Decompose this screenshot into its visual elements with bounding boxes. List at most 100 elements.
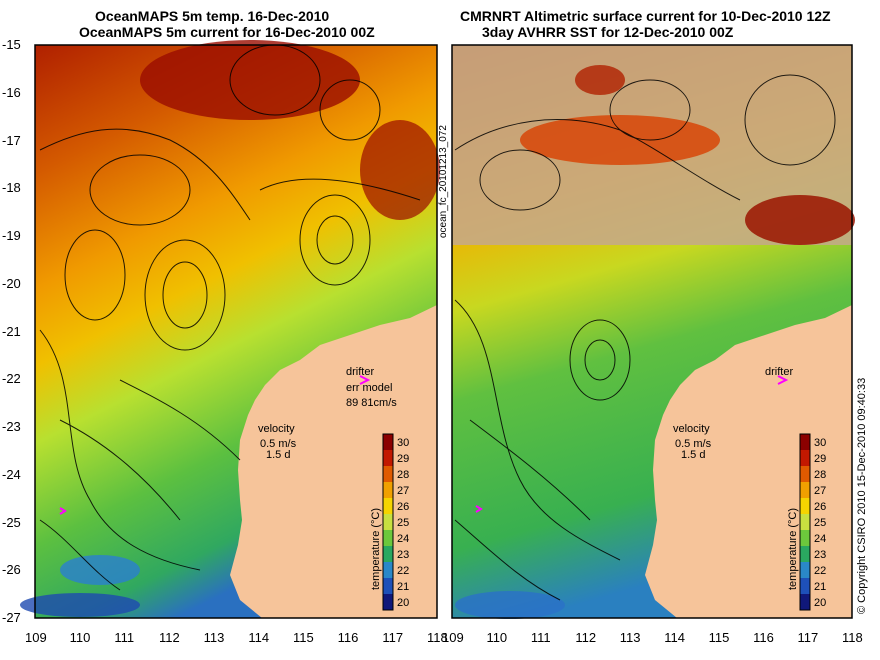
lon-tick-label: 112 — [159, 630, 180, 645]
left-drifter-label: drifter — [346, 366, 374, 378]
right-colorbar: 30 29 28 27 26 25 24 23 22 21 20 temperature (°C) — [787, 433, 826, 611]
colorbar-tick-label: 29 — [814, 453, 826, 465]
colorbar-swatch — [383, 546, 393, 563]
right-drifter-track — [475, 505, 483, 513]
lon-tick-label: 109 — [442, 630, 464, 645]
lat-tick-label: -24 — [2, 466, 21, 482]
right-velocity-time: 1.5 d — [681, 449, 705, 461]
lon-tick-label: 110 — [69, 630, 91, 645]
colorbar-tick-label: 25 — [397, 517, 409, 529]
lat-tick-label: -20 — [2, 275, 21, 291]
colorbar-swatch — [800, 594, 810, 611]
left-velocity-time: 1.5 d — [266, 449, 290, 461]
colorbar-swatch — [800, 562, 810, 579]
copyright-label: © Copyright CSIRO 2010 15-Dec-2010 09:40… — [856, 377, 868, 614]
colorbar-swatch — [800, 514, 810, 531]
colorbar-swatch — [383, 578, 393, 595]
lat-tick-label: -23 — [2, 419, 21, 434]
forecast-id-label: ocean_fc_20101213_072 — [438, 125, 449, 238]
colorbar-swatch — [800, 434, 810, 451]
colorbar-swatch — [383, 450, 393, 467]
colorbar-swatch — [383, 562, 393, 579]
left-err-label: err model — [346, 382, 392, 394]
lat-tick-label: -21 — [2, 323, 21, 339]
lon-tick-label: 111 — [530, 630, 551, 645]
left-title-line1: OceanMAPS 5m temp. 16-Dec-2010 — [95, 8, 330, 24]
colorbar-swatch — [800, 482, 810, 499]
lat-tick-label: -26 — [2, 562, 21, 578]
colorbar-tick-label: 21 — [397, 581, 409, 593]
lon-tick-label: 113 — [619, 630, 641, 645]
colorbar-frame — [799, 433, 811, 611]
left-velocity-label: velocity — [258, 423, 295, 435]
lon-tick-label: 115 — [293, 630, 314, 645]
colorbar-tick-label: 24 — [397, 533, 409, 545]
lon-tick-label: 118 — [842, 630, 863, 645]
right-streamlines — [454, 74, 836, 601]
right-drifter-label: drifter — [765, 366, 793, 378]
lon-tick-label: 112 — [575, 630, 597, 645]
right-velocity-scale: 0.5 m/s — [675, 438, 712, 450]
colorbar-tick-label: 28 — [814, 469, 826, 481]
left-colorbar: 30 29 28 27 26 25 24 23 22 21 20 temperature (°C) — [370, 433, 409, 611]
lon-tick-label: 110 — [486, 630, 508, 645]
colorbar-swatch — [800, 530, 810, 547]
lat-tick-label: -22 — [2, 371, 21, 387]
colorbar-tick-label: 22 — [397, 565, 409, 577]
colorbar-swatch — [800, 498, 810, 515]
lon-tick-label: 116 — [753, 630, 774, 645]
right-drifter-marker — [777, 375, 789, 385]
right-map-panel: drifter velocity 0.5 m/s 1.5 d 30 29 28 27 2… — [451, 44, 855, 619]
left-drifter-track — [59, 507, 67, 515]
colorbar-tick-label: 20 — [814, 597, 826, 609]
lat-tick-label: -17 — [2, 132, 21, 148]
left-map-panel: drifter err model 89 81cm/s velocity 0.5… — [20, 40, 440, 619]
colorbar-swatch — [800, 450, 810, 467]
colorbar-frame — [382, 433, 394, 611]
colorbar-tick-label: 26 — [814, 501, 826, 513]
colorbar-swatch — [383, 594, 393, 611]
colorbar-swatch — [383, 466, 393, 483]
left-drifter-marker — [359, 375, 371, 385]
colorbar-tick-label: 21 — [814, 581, 826, 593]
right-velocity-label: velocity — [673, 423, 710, 435]
right-title-line1: CMRNRT Altimetric surface current for 10… — [460, 8, 831, 24]
colorbar-tick-label: 25 — [814, 517, 826, 529]
lon-tick-label: 111 — [114, 630, 135, 645]
colorbar-tick-label: 29 — [397, 453, 409, 465]
lon-tick-label: 117 — [382, 630, 404, 645]
colorbar-swatch — [383, 498, 393, 515]
lon-tick-label: 115 — [708, 630, 730, 645]
colorbar-swatch — [800, 466, 810, 483]
colorbar-tick-label: 20 — [397, 597, 409, 609]
lat-tick-label: -18 — [2, 180, 21, 196]
colorbar-swatch — [383, 530, 393, 547]
colorbar-label: temperature (°C) — [787, 508, 799, 590]
colorbar-label: temperature (°C) — [370, 508, 382, 590]
lat-tick-label: -27 — [2, 610, 21, 625]
colorbar-tick-label: 28 — [397, 469, 409, 481]
colorbar-swatch — [383, 482, 393, 499]
lat-tick-label: -25 — [2, 514, 21, 530]
colorbar-swatch — [800, 546, 810, 563]
lon-tick-label: 117 — [797, 630, 819, 645]
colorbar-swatch — [800, 578, 810, 595]
left-err-values: 89 81cm/s — [346, 397, 397, 409]
lon-tick-label: 118 — [427, 630, 448, 645]
left-map-frame — [34, 44, 438, 619]
colorbar-tick-label: 30 — [814, 437, 826, 449]
colorbar-tick-label: 23 — [814, 549, 826, 561]
colorbar-tick-label: 23 — [397, 549, 409, 561]
lon-tick-label: 114 — [664, 630, 685, 645]
lon-tick-label: 116 — [337, 630, 359, 645]
right-map-frame — [451, 44, 853, 619]
lat-tick-label: -16 — [2, 84, 21, 100]
colorbar-tick-label: 27 — [397, 485, 409, 497]
colorbar-tick-label: 22 — [814, 565, 826, 577]
colorbar-tick-label: 27 — [814, 485, 826, 497]
lat-tick-label: -19 — [2, 228, 21, 243]
colorbar-tick-label: 26 — [397, 501, 409, 513]
left-title-line2: OceanMAPS 5m current for 16-Dec-2010 00Z — [79, 24, 375, 40]
lat-tick-label: -15 — [2, 37, 21, 52]
